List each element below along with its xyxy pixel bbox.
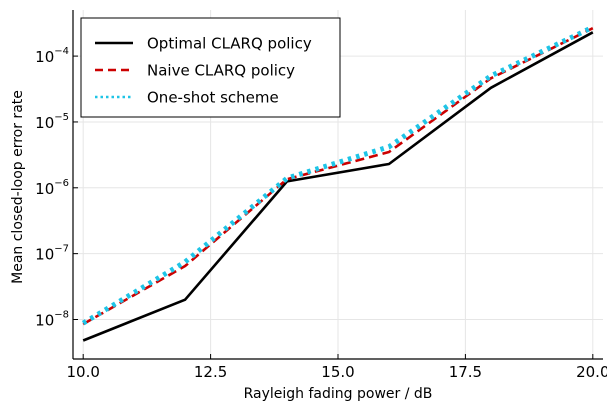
y-tick-label: 10−6 xyxy=(35,178,69,198)
tick-labels: 10.0 12.5 15.0 17.5 20.0 10−8 10−7 10−6 10−5 10−4 xyxy=(35,46,607,381)
y-tick-label: 10−5 xyxy=(35,112,69,132)
series-lines xyxy=(81,24,594,342)
y-tick-label: 10−4 xyxy=(35,46,69,66)
y-axis-label: Mean closed-loop error rate xyxy=(10,90,26,284)
series-line-optimal-clarq-policy xyxy=(82,31,594,342)
x-tick-label: 15.0 xyxy=(321,363,354,381)
legend-label-one-shot-scheme: One-shot scheme xyxy=(147,89,279,107)
y-tick-label: 10−8 xyxy=(35,309,69,329)
axes xyxy=(72,10,603,360)
x-tick-label: 10.0 xyxy=(66,363,99,381)
legend-label-optimal-clarq-policy: Optimal CLARQ policy xyxy=(147,35,312,53)
x-axis-label: Rayleigh fading power / dB xyxy=(244,386,433,402)
legend-label-naive-clarq-policy: Naive CLARQ policy xyxy=(147,62,295,80)
x-tick-label: 12.5 xyxy=(194,363,227,381)
y-tick-label: 10−7 xyxy=(35,244,69,264)
x-tick-label: 20.0 xyxy=(576,363,607,381)
x-tick-label: 17.5 xyxy=(449,363,482,381)
legend-box xyxy=(80,17,341,118)
legend: Optimal CLARQ policy Naive CLARQ policy On… xyxy=(80,17,341,118)
